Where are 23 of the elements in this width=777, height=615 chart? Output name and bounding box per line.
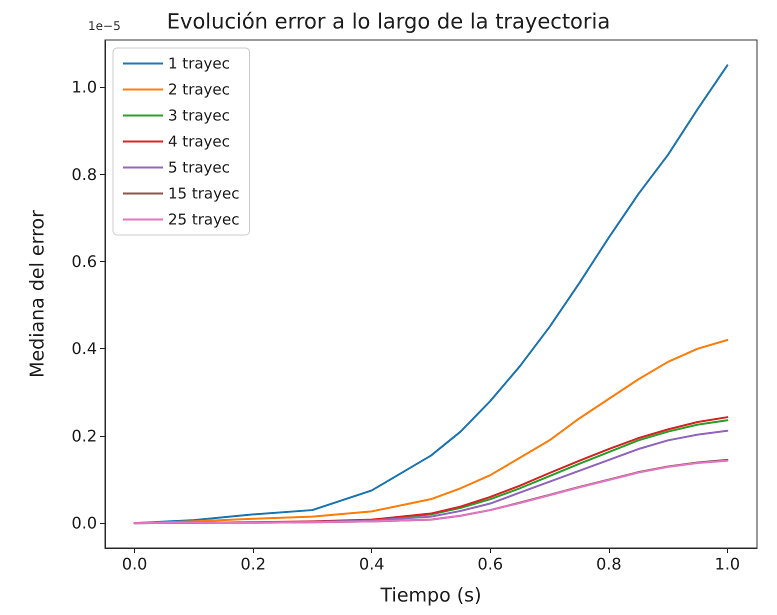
x-tick-label: 0.4 bbox=[359, 554, 384, 574]
y-tick-label: 0.4 bbox=[72, 339, 97, 358]
x-tick-label: 0.0 bbox=[122, 554, 148, 574]
legend-label: 1 trayec bbox=[168, 54, 230, 72]
legend-label: 3 trayec bbox=[168, 106, 230, 124]
legend-label: 5 trayec bbox=[168, 158, 230, 176]
x-tick-label: 0.6 bbox=[478, 554, 503, 574]
x-tick-label: 0.2 bbox=[240, 554, 266, 574]
y-tick-label: 0.6 bbox=[72, 252, 97, 272]
legend-label: 2 trayec bbox=[168, 80, 230, 98]
y-axis-title: Mediana del error bbox=[26, 210, 48, 378]
x-tick-label: 0.8 bbox=[596, 554, 622, 574]
chart-title: Evolución error a lo largo de la trayectoria bbox=[166, 10, 610, 34]
y-tick-label: 0.8 bbox=[72, 164, 97, 184]
text: 1e−5 bbox=[88, 19, 121, 33]
legend-label: 4 trayec bbox=[168, 132, 230, 150]
y-tick-label: 1.0 bbox=[72, 78, 97, 97]
y-tick-label: 0.2 bbox=[72, 426, 97, 446]
x-tick-label: 1.0 bbox=[714, 554, 740, 574]
legend-label: 25 trayec bbox=[168, 210, 240, 228]
legend-label: 15 trayec bbox=[168, 184, 240, 202]
x-axis-title: Tiempo (s) bbox=[380, 584, 482, 606]
y-tick-label: 0.0 bbox=[72, 514, 97, 533]
